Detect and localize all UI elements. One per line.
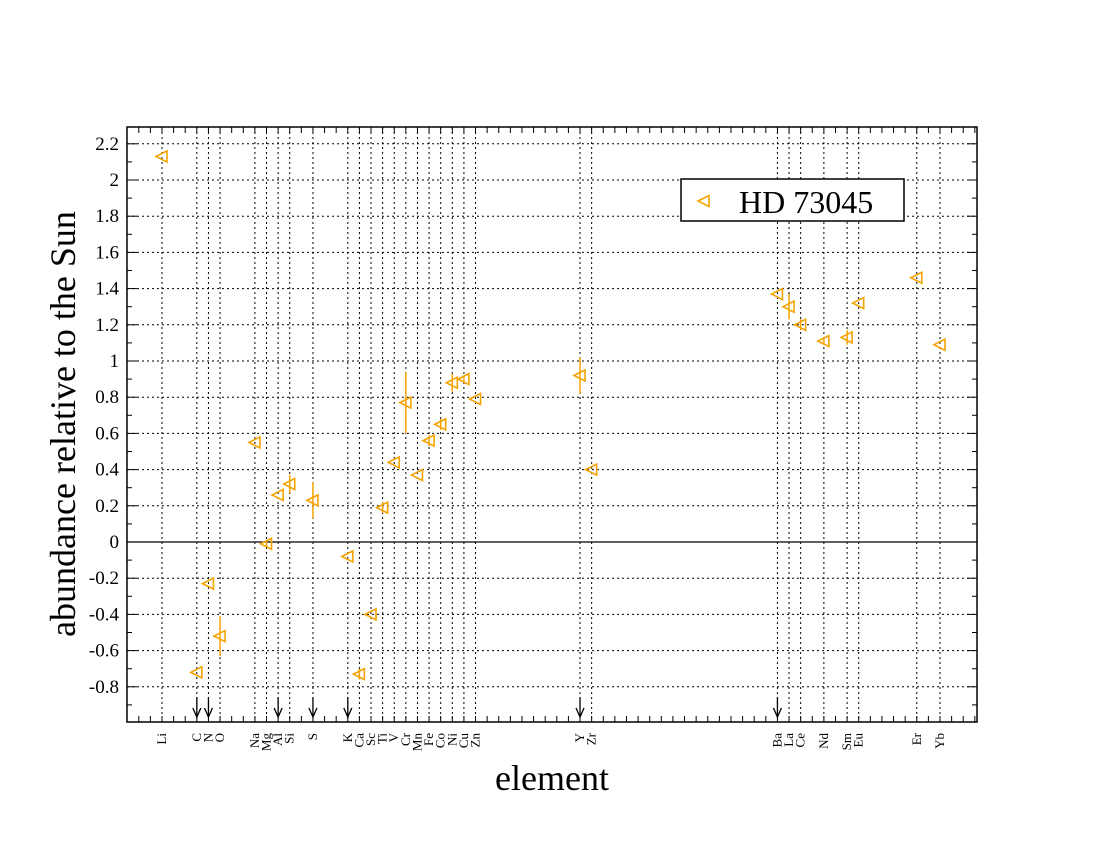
y-tick-label: 1.4	[95, 279, 119, 300]
data-point	[247, 435, 261, 450]
data-point	[398, 395, 412, 410]
x-element-label: Cu	[456, 733, 471, 749]
x-element-label: La	[781, 733, 796, 747]
y-tick-label: 0.4	[95, 460, 119, 481]
x-element-label: Cr	[398, 732, 413, 746]
data-point	[189, 665, 203, 680]
x-element-label: Y	[572, 732, 587, 742]
data-point	[340, 549, 354, 564]
data-point	[572, 368, 586, 383]
data-point	[305, 493, 319, 508]
data-point	[932, 337, 946, 352]
x-element-label: Al	[270, 733, 285, 746]
x-element-label: Er	[909, 732, 924, 745]
x-element-label: Li	[154, 733, 169, 745]
data-point	[839, 330, 853, 345]
arrow-head	[192, 707, 202, 719]
y-tick-label: -0.6	[89, 641, 119, 662]
data-point	[409, 468, 424, 482]
data-point	[444, 375, 459, 390]
plot-frame	[126, 126, 978, 723]
x-element-label: Mn	[409, 733, 424, 752]
data-point	[281, 477, 296, 491]
y-tick-label: 0	[110, 532, 120, 553]
arrow-head	[343, 707, 353, 719]
data-point	[908, 270, 923, 285]
data-point	[456, 372, 470, 386]
y-tick-label: -0.4	[89, 604, 120, 625]
data-point	[816, 334, 830, 348]
y-tick-label: 1.8	[95, 206, 119, 227]
data-point	[351, 667, 366, 681]
x-element-label: Zr	[584, 732, 599, 745]
arrow-head	[575, 707, 585, 719]
data-point	[850, 296, 865, 310]
data-point	[386, 455, 401, 470]
tick-labels: 2.2 2 1.8 1.6 1.4 1.2 1 0.8 0.6 0.4 0.2 0 -0.2 -0.4 -0…	[89, 134, 947, 751]
x-element-label: Mg	[259, 733, 274, 752]
y-tick-label: 2	[110, 170, 120, 191]
x-element-label: K	[340, 732, 355, 742]
y-tick-label: 0.8	[95, 387, 119, 408]
x-element-label: V	[386, 732, 401, 742]
data-point	[270, 488, 284, 502]
x-element-label: Sm	[839, 733, 854, 750]
y-tick-label: -0.8	[89, 677, 119, 698]
x-element-label: Ca	[351, 733, 366, 748]
upper-limit-arrows	[192, 697, 783, 719]
legend: HD 73045	[680, 178, 905, 222]
data-point	[467, 392, 482, 406]
x-element-label: Zn	[468, 733, 483, 748]
x-element-label: Sc	[363, 733, 378, 746]
arrow-head	[203, 707, 214, 719]
data-point	[781, 299, 795, 314]
y-tick-label: 1.2	[95, 315, 119, 336]
data-point	[154, 149, 168, 164]
data-point	[769, 287, 784, 301]
x-element-label: Ti	[375, 733, 390, 744]
y-tick-label: -0.2	[89, 568, 119, 589]
axes	[126, 126, 978, 723]
x-element-label: N	[200, 732, 215, 742]
y-tick-label: 1.6	[95, 242, 119, 263]
y-tick-label: 0.6	[95, 423, 119, 444]
x-axis-title: element	[495, 758, 609, 798]
data-points	[154, 149, 946, 681]
x-element-label: Ce	[793, 733, 808, 748]
data-point	[432, 417, 447, 432]
arrow-head	[308, 707, 318, 719]
data-point	[200, 576, 215, 591]
legend-series-name: HD 73045	[739, 184, 873, 220]
x-element-label: Si	[282, 733, 297, 744]
x-element-label: Fe	[421, 733, 436, 746]
data-point	[212, 629, 226, 643]
data-point	[374, 500, 389, 515]
x-element-label: Eu	[851, 733, 866, 748]
x-element-label: Na	[247, 733, 262, 748]
x-element-label: Co	[433, 733, 448, 748]
x-element-label: Yb	[932, 733, 947, 749]
arrow-head	[273, 707, 283, 719]
legend-box	[680, 178, 905, 222]
x-element-label: Ni	[444, 733, 459, 746]
x-element-label: C	[189, 733, 204, 742]
data-point	[363, 607, 377, 622]
data-point	[421, 433, 435, 448]
x-element-label: O	[212, 733, 227, 742]
x-element-label: Ba	[769, 733, 784, 748]
y-axis-title: abundance relative to the Sun	[43, 211, 83, 637]
data-point	[583, 462, 598, 477]
y-tick-label: 0.2	[95, 496, 119, 517]
y-tick-label: 1	[110, 351, 120, 372]
y-tick-label: 2.2	[95, 134, 119, 155]
x-element-label: S	[305, 733, 320, 740]
data-point	[792, 318, 807, 332]
x-element-label: Nd	[816, 733, 831, 749]
data-point	[258, 537, 273, 551]
arrow-head	[772, 707, 783, 719]
legend-marker	[696, 194, 710, 208]
